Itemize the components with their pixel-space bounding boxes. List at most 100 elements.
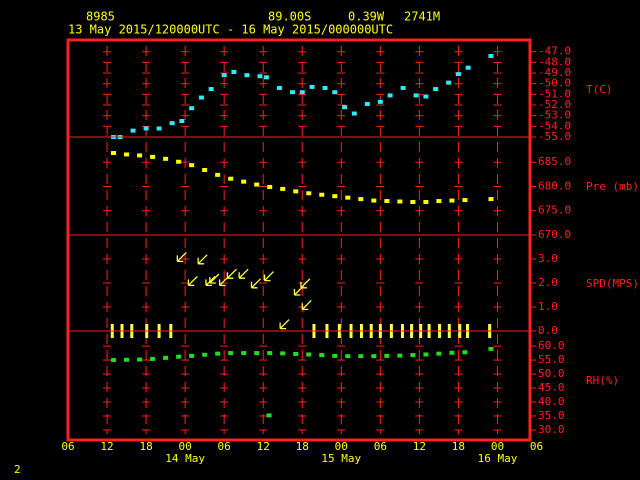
frame (66, 38, 532, 442)
data-point (150, 356, 156, 361)
x-tick-label: 12 (257, 440, 270, 453)
y-tick-label: 0.0 (538, 324, 558, 337)
date-label: 14 May (165, 452, 205, 465)
data-point (267, 184, 273, 189)
data-point (241, 351, 247, 356)
data-point (319, 192, 325, 197)
data-point (228, 351, 234, 356)
data-point (410, 353, 416, 358)
y-axis-label: Pre (mb) (586, 180, 639, 193)
data-point (221, 73, 227, 78)
data-point (377, 99, 383, 104)
data-point (400, 85, 406, 90)
data-point (257, 74, 263, 79)
y-tick-label: -48.0 (538, 55, 571, 68)
data-point (462, 198, 468, 203)
data-point (137, 357, 143, 362)
data-point (423, 352, 429, 357)
y-axis-label: RH(%) (586, 374, 619, 387)
data-point (397, 199, 403, 204)
y-tick-label: -52.0 (538, 98, 571, 111)
y-tick-label: 50.0 (538, 367, 565, 380)
data-point (176, 159, 182, 164)
y-tick-label: 55.0 (538, 353, 565, 366)
data-point (208, 87, 214, 92)
data-point (364, 101, 370, 106)
data-point (150, 154, 156, 159)
data-point (215, 351, 221, 356)
data-point (436, 199, 442, 204)
wind-arrow (300, 278, 311, 289)
data-point (111, 358, 117, 363)
y-tick-label: -55.0 (538, 130, 571, 143)
wind-arrow (197, 254, 208, 265)
data-point (143, 126, 149, 131)
data-point (280, 186, 286, 191)
data-point (202, 167, 208, 172)
wind-arrow (250, 278, 261, 289)
y-tick-label: -50.0 (538, 77, 571, 90)
data-point (130, 128, 136, 133)
data-point (345, 195, 351, 200)
data-point (465, 65, 471, 70)
data-point (488, 346, 494, 351)
date-label: 16 May (478, 452, 518, 465)
data-point (231, 69, 237, 74)
data-point (202, 352, 208, 357)
data-point (169, 121, 175, 126)
data-point (433, 87, 439, 92)
longitude: 0.39W (348, 10, 385, 24)
x-tick-label: 00 (491, 440, 504, 453)
data-point (397, 353, 403, 358)
wind-arrow (176, 251, 187, 263)
data-point (446, 80, 452, 85)
data-point (306, 352, 312, 357)
data-point (423, 94, 429, 99)
data-point (280, 351, 286, 356)
y-tick-label: -53.0 (538, 109, 571, 122)
x-tick-label: 18 (296, 440, 309, 453)
station-id: 8985 (86, 10, 115, 24)
data-point (449, 350, 455, 355)
data-point (124, 357, 130, 362)
wind-arrow (209, 273, 220, 284)
wind-arrow (238, 268, 249, 279)
data-point (371, 354, 377, 359)
data-point (124, 152, 130, 157)
wind-arrow (226, 268, 237, 279)
y-tick-label: 680.0 (538, 179, 571, 192)
data-point (423, 200, 429, 205)
data-point (410, 200, 416, 205)
wind-arrow (263, 271, 274, 282)
data-point (163, 355, 169, 360)
y-tick-label: -54.0 (538, 119, 571, 132)
data-point (176, 354, 182, 359)
data-point (455, 72, 461, 77)
x-tick-label: 00 (335, 440, 348, 453)
data-point (198, 95, 204, 100)
data-point (189, 353, 195, 358)
page-number: 2 (14, 463, 21, 476)
data-point (387, 93, 393, 98)
data-point (488, 197, 494, 202)
data-point (332, 353, 338, 358)
x-tick-label: 06 (218, 440, 231, 453)
data-point (266, 413, 272, 418)
x-tick-label: 06 (374, 440, 387, 453)
data-point (156, 126, 162, 131)
data-point (384, 353, 390, 358)
y-tick-label: 2.0 (538, 276, 558, 289)
x-tick-label: 00 (179, 440, 192, 453)
data-point (299, 90, 305, 95)
elevation: 2741M (404, 10, 440, 24)
x-tick-label: 06 (61, 440, 74, 453)
period: 13 May 2015/120000UTC - 16 May 2015/0000… (68, 23, 393, 37)
wind-arrow (279, 319, 290, 330)
data-point (358, 354, 364, 359)
data-point (263, 75, 269, 80)
data-point (111, 151, 117, 156)
y-tick-label: 35.0 (538, 409, 565, 422)
data-point (241, 179, 247, 184)
data-point (289, 90, 295, 95)
